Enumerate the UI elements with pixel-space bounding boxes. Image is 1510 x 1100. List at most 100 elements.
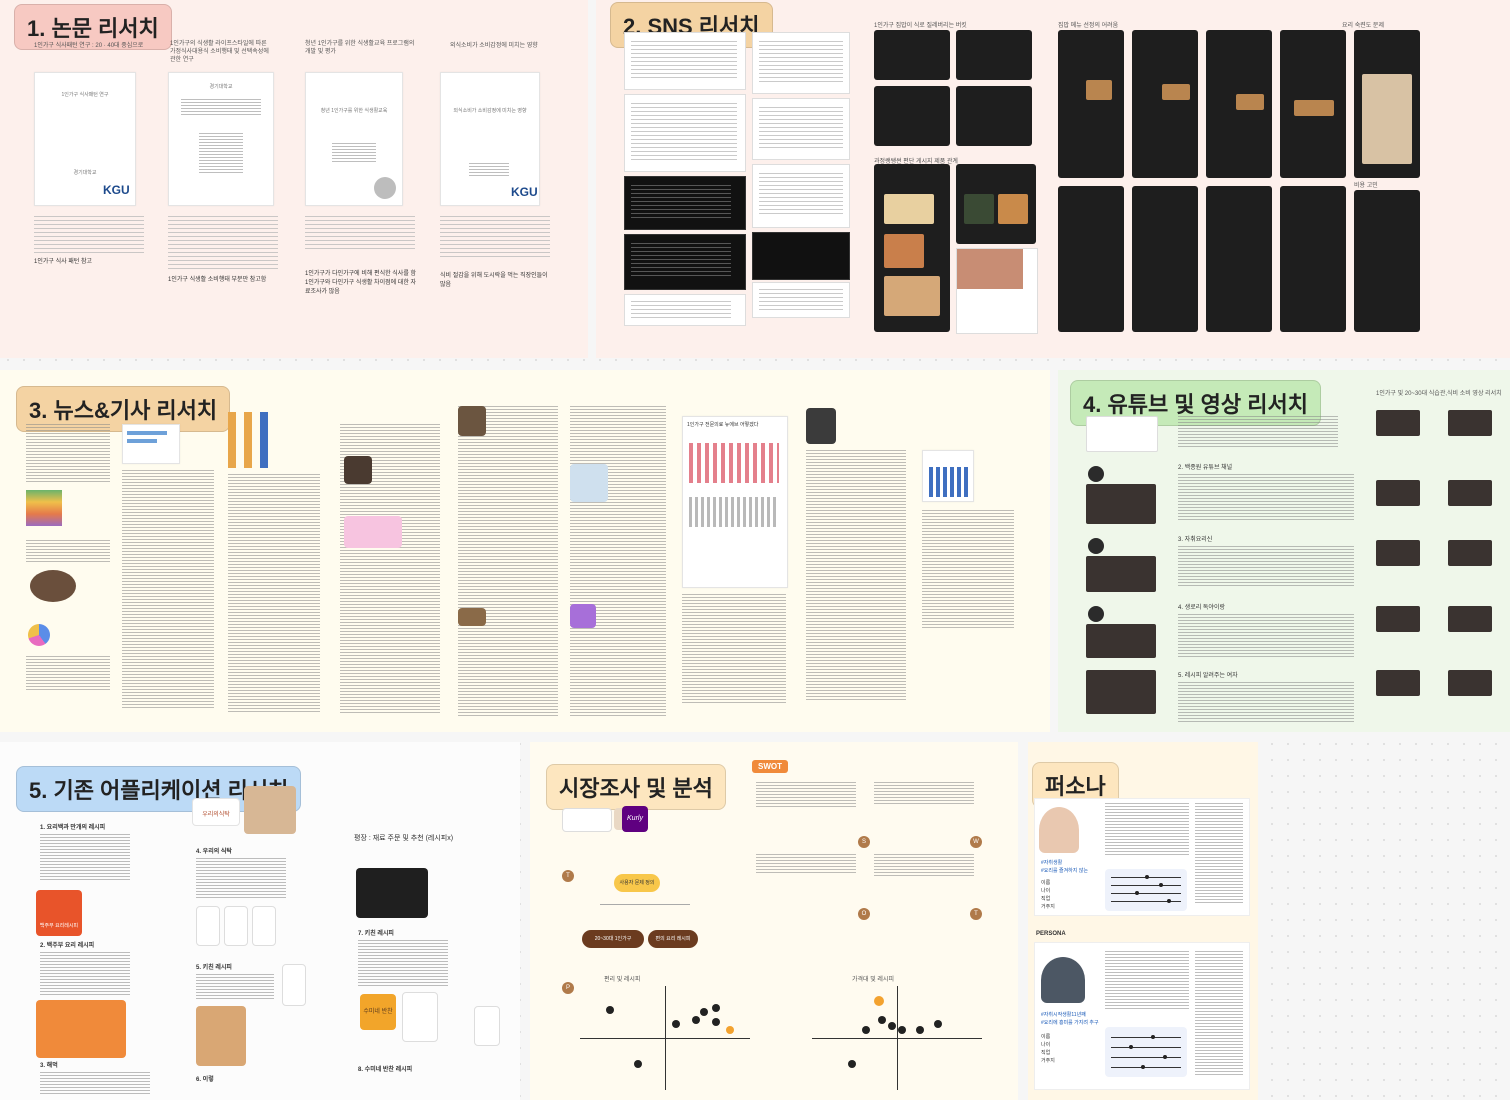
persona-card-2[interactable]: #자취시작생활11년째 #요리에 흥미를 가지려 추구 이름 나이 직업 거주지 xyxy=(1034,942,1250,1090)
paper-cover-3[interactable]: 청년 1인가구를 위한 식생활교육 xyxy=(305,72,403,206)
tweet-card[interactable] xyxy=(752,98,850,160)
chart-point xyxy=(692,1016,700,1024)
app-screenshot[interactable] xyxy=(224,906,248,946)
app-logo-baekjubu[interactable]: 백주부 요리레시피 xyxy=(36,890,82,936)
cover-title-4: 외식소비가 소비감정에 미치는 영향 xyxy=(453,108,527,114)
app-desc xyxy=(40,1072,150,1096)
channel-name-2: 2. 백종원 유튜브 채널 xyxy=(1178,465,1233,471)
chart-point xyxy=(862,1026,870,1034)
paper-cover-1[interactable]: 1인가구 식사패턴 연구 경기대학교 KGU xyxy=(34,72,136,206)
seal-icon xyxy=(374,177,396,199)
chart-point xyxy=(672,1020,680,1028)
youtube-video-thumb[interactable] xyxy=(1376,410,1420,436)
section-title-papers: 1. 논문 리서치 xyxy=(14,4,172,50)
app-screenshot[interactable] xyxy=(1354,30,1420,178)
tweet-card[interactable] xyxy=(624,294,746,326)
app-screenshot[interactable] xyxy=(1280,30,1346,178)
app-promo-image[interactable] xyxy=(36,1000,126,1058)
app-screenshot[interactable] xyxy=(402,992,438,1042)
swot-t-text xyxy=(874,854,974,878)
youtube-video-thumb[interactable] xyxy=(1448,670,1492,696)
app-promo-image[interactable] xyxy=(196,1006,246,1066)
article-text xyxy=(922,510,1014,630)
persona-tag: #요리를 즐겨하지 않는 xyxy=(1041,868,1088,874)
youtube-video-thumb[interactable] xyxy=(1376,540,1420,566)
tweet-card[interactable] xyxy=(624,94,746,172)
app-screenshot[interactable] xyxy=(1280,186,1346,332)
youtube-video-thumb[interactable] xyxy=(1448,606,1492,632)
youtube-video-thumb[interactable] xyxy=(1086,624,1156,658)
youtube-video-thumb[interactable] xyxy=(1376,606,1420,632)
paper-note-1: 1인가구 식사 패턴 참고 xyxy=(34,259,93,265)
app-screenshot[interactable] xyxy=(196,906,220,946)
sns-screenshot[interactable] xyxy=(956,30,1032,80)
article-chart[interactable] xyxy=(122,424,180,464)
tweet-card[interactable] xyxy=(752,282,850,318)
tweet-card[interactable] xyxy=(624,32,746,90)
app-screenshot[interactable] xyxy=(1132,186,1198,332)
app-item-8: 8. 수미네 반찬 레시피 xyxy=(358,1067,413,1073)
app-screenshot[interactable] xyxy=(282,964,306,1006)
app-screenshot[interactable] xyxy=(1354,190,1420,332)
youtube-video-thumb[interactable] xyxy=(1448,480,1492,506)
youtube-video-thumb[interactable] xyxy=(1376,670,1420,696)
cover-school-2: 경기대학교 xyxy=(209,84,233,90)
app-screenshot[interactable] xyxy=(1206,186,1272,332)
article-chart[interactable] xyxy=(922,450,974,502)
app-screenshot[interactable] xyxy=(244,786,296,834)
app-screenshot[interactable] xyxy=(474,1006,500,1046)
app-screenshot[interactable] xyxy=(1132,30,1198,178)
app-item-6: 6. 이렇 xyxy=(196,1077,214,1083)
sns-screenshot-food[interactable] xyxy=(874,164,950,332)
tweet-card-dark[interactable] xyxy=(752,232,850,280)
app-screenshot[interactable] xyxy=(1206,30,1272,178)
app-promo-image[interactable] xyxy=(356,868,428,918)
article-infographic-page[interactable]: 1인가구 전문의료 뉴에브 어떻겠다 xyxy=(682,416,788,588)
tweet-card[interactable] xyxy=(752,32,850,94)
channel-desc xyxy=(1178,416,1338,448)
persona-field: 직업 xyxy=(1041,896,1051,902)
competitor-screenshot[interactable] xyxy=(562,808,612,832)
app-desc xyxy=(358,940,448,986)
sns-caption-1: 1인가구 집밥이 식로 질레버리는 버킷 xyxy=(874,23,967,29)
tweet-card[interactable] xyxy=(752,164,850,228)
youtube-video-thumb[interactable] xyxy=(1086,484,1156,524)
app-logo-sumine[interactable]: 수미네 반찬 xyxy=(360,994,396,1030)
paper-cover-4[interactable]: 외식소비가 소비감정에 미치는 영향 KGU xyxy=(440,72,540,206)
youtube-video-thumb[interactable] xyxy=(1448,410,1492,436)
news-research-section: 3. 뉴스&기사 리서치 1인가구 전문의료 뉴에브 어떻겠다 xyxy=(0,370,1050,732)
sns-screenshot-food[interactable] xyxy=(956,164,1036,244)
article-text xyxy=(570,406,666,716)
paper-summary-1 xyxy=(34,216,144,254)
swot-w-text xyxy=(874,782,974,804)
kgu-logo: KGU xyxy=(103,183,130,197)
youtube-channel-thumb[interactable] xyxy=(1086,416,1158,452)
paper-summary-4 xyxy=(440,216,550,258)
youtube-video-thumb[interactable] xyxy=(1086,556,1156,592)
personality-sliders xyxy=(1105,1027,1187,1077)
app-screenshot[interactable] xyxy=(252,906,276,946)
youtube-video-thumb[interactable] xyxy=(1086,670,1156,714)
tweet-card-dark[interactable] xyxy=(624,176,746,230)
chart-point xyxy=(712,1004,720,1012)
swot-s-text xyxy=(756,782,856,808)
kurly-logo[interactable]: Kurly xyxy=(622,806,648,832)
app-screenshot[interactable] xyxy=(1058,30,1124,178)
app-logo-woorisiktak[interactable]: 우리의식탁 xyxy=(192,798,240,826)
app-item-5: 5. 키친 레시피 xyxy=(196,965,232,971)
paper-cover-2[interactable]: 경기대학교 xyxy=(168,72,274,206)
persona-tag: #자취생활 xyxy=(1041,860,1063,866)
article-text xyxy=(26,540,110,564)
youtube-video-thumb[interactable] xyxy=(1448,540,1492,566)
app-screenshot[interactable] xyxy=(1058,186,1124,332)
sns-screenshot-food[interactable] xyxy=(956,248,1038,334)
sns-screenshot[interactable] xyxy=(956,86,1032,146)
youtube-video-thumb[interactable] xyxy=(1376,480,1420,506)
sns-screenshot[interactable] xyxy=(874,86,950,146)
persona-photo xyxy=(1041,957,1085,1003)
sns-screenshot[interactable] xyxy=(874,30,950,80)
tweet-card-dark[interactable] xyxy=(624,234,746,290)
paper-caption-3: 청년 1인가구를 위한 식생활교육 프로그램의 개발 및 평가 xyxy=(305,41,415,55)
sns-caption-4: 과정쌩쌩썬 편단 게시지 제품 관계 xyxy=(874,159,958,165)
persona-card-1[interactable]: #자취생활 #요리를 즐겨하지 않는 이름 나이 직업 거주지 xyxy=(1034,798,1250,916)
